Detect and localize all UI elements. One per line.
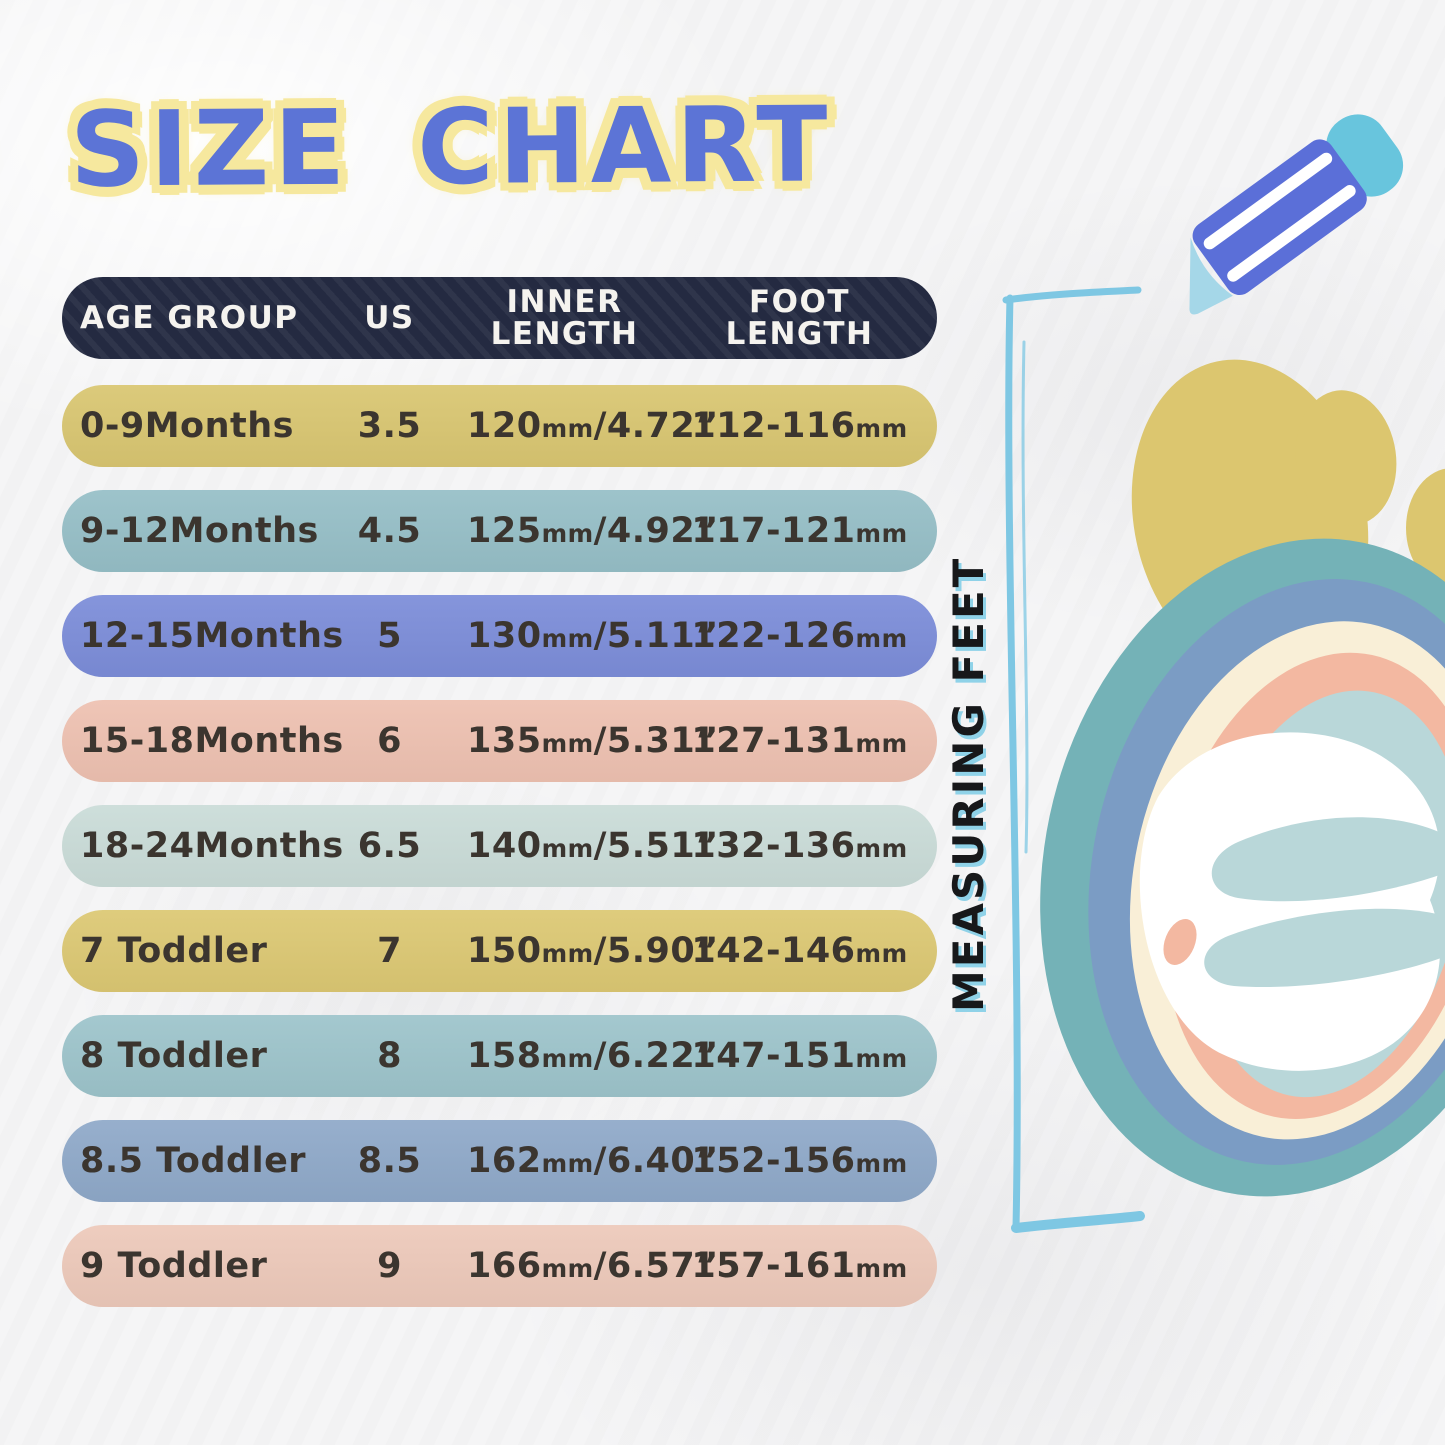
us-size-cell: 4.5 [357,511,422,551]
inner-length-cell: 130mm/5.11” [467,616,719,656]
table-row: 18-24Months 6.5 140mm/5.51” 132-136mm [62,805,937,887]
sole-accent [1163,919,1197,965]
footprint-icon [1002,286,1445,1233]
column-header: US [364,299,415,336]
table-header-row: AGE GROUP US INNER LENGTH FOOT LENGTH [62,277,937,359]
table-row: 9-12Months 4.5 125mm/4.92” 117-121mm [62,490,937,572]
us-size-cell: 5 [377,616,402,656]
column-header: AGE GROUP [80,299,299,336]
age-group-cell: 7 Toddler [80,931,268,971]
foot-length-cell: 127-131mm [691,721,908,761]
foot-length-cell: 142-146mm [691,931,908,971]
age-group-cell: 15-18Months [80,721,344,761]
inner-length-cell: 158mm/6.22” [467,1036,719,1076]
us-size-cell: 3.5 [357,406,422,446]
pencil-body [1192,139,1367,295]
pencil-icon [1189,114,1404,315]
us-size-cell: 8 [377,1036,402,1076]
table-row: 7 Toddler 7 150mm/5.90” 142-146mm [62,910,937,992]
toe [1406,468,1445,588]
age-group-cell: 12-15Months [80,616,344,656]
inner-length-cell: 140mm/5.51” [467,826,719,866]
sole-white-blob [1139,732,1440,1071]
sole-notch [1211,817,1445,902]
us-size-cell: 9 [377,1246,402,1286]
inner-length-cell: 125mm/4.92” [467,511,719,551]
table-row: 12-15Months 5 130mm/5.11” 122-126mm [62,595,937,677]
foot-length-cell: 112-116mm [691,406,908,446]
age-group-cell: 0-9Months [80,406,295,446]
table-row: 9 Toddler 9 166mm/6.57” 157-161mm [62,1225,937,1307]
foot-length-cell: 147-151mm [691,1036,908,1076]
us-size-cell: 8.5 [357,1141,422,1181]
us-size-cell: 7 [377,931,402,971]
size-table: AGE GROUP US INNER LENGTH FOOT LENGTH 0-9Mo… [62,277,937,1330]
pencil-tip [1189,237,1233,315]
us-size-cell: 6 [377,721,402,761]
column-header: INNER LENGTH [490,283,639,352]
toe [1295,390,1397,526]
table-row: 8 Toddler 8 158mm/6.22” 147-151mm [62,1015,937,1097]
foot-length-cell: 132-136mm [691,826,908,866]
measuring-feet-label: MEASURING FEET [944,555,993,1013]
age-group-cell: 8.5 Toddler [80,1141,307,1181]
table-row: 8.5 Toddler 8.5 162mm/6.40” 152-156mm [62,1120,937,1202]
us-size-cell: 6.5 [357,826,422,866]
column-header: FOOT LENGTH [725,283,874,352]
foot-length-cell: 157-161mm [691,1246,908,1286]
inner-length-cell: 150mm/5.90” [467,931,719,971]
pencil-stripe [1203,152,1333,250]
pencil-stripe [1227,185,1356,282]
table-row: 0-9Months 3.5 120mm/4.72” 112-116mm [62,385,937,467]
inner-length-cell: 135mm/5.31” [467,721,719,761]
page-title: SIZE CHART [69,83,833,211]
foot-length-cell: 117-121mm [691,511,908,551]
foot-length-cell: 122-126mm [691,616,908,656]
inner-length-cell: 120mm/4.72” [467,406,719,446]
inner-length-cell: 166mm/6.57” [467,1246,719,1286]
table-body: 0-9Months 3.5 120mm/4.72” 112-116mm 9-12Mont… [62,385,937,1307]
inner-length-cell: 162mm/6.40” [467,1141,719,1181]
sole-notch [1204,908,1445,987]
age-group-cell: 8 Toddler [80,1036,268,1076]
age-group-cell: 18-24Months [80,826,344,866]
age-group-cell: 9-12Months [80,511,319,551]
foot-length-cell: 152-156mm [691,1141,908,1181]
table-row: 15-18Months 6 135mm/5.31” 127-131mm [62,700,937,782]
age-group-cell: 9 Toddler [80,1246,268,1286]
ruler-line-icon [1002,286,1145,1233]
